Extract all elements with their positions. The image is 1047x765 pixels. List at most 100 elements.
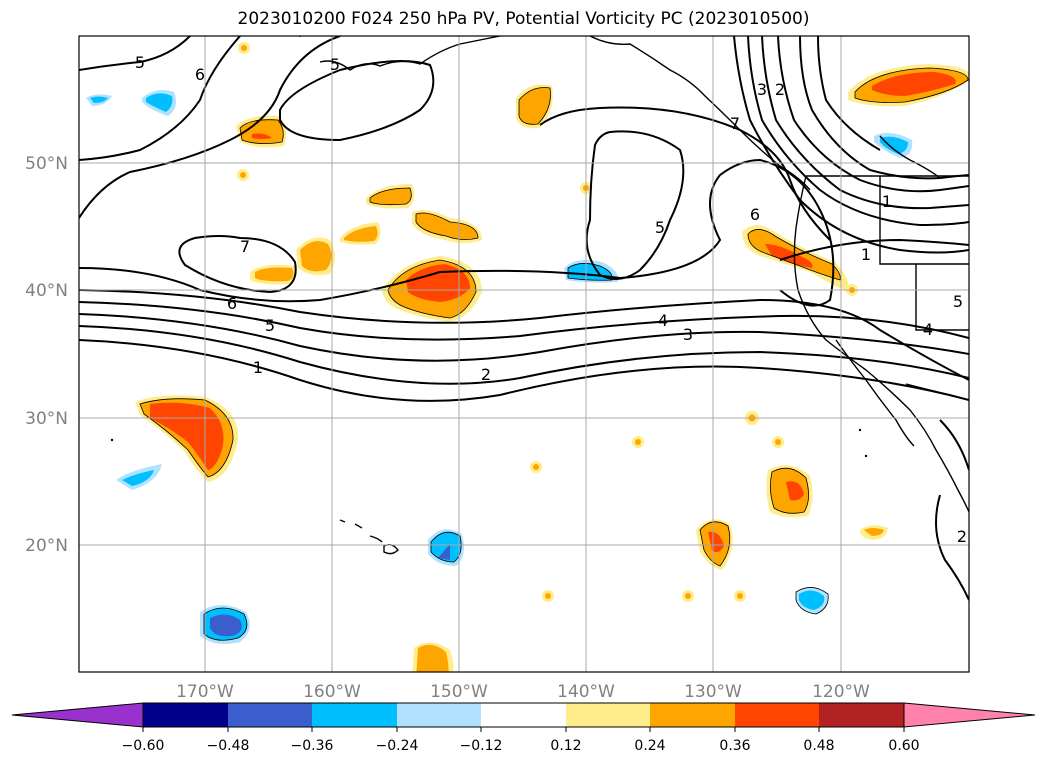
positive-anomaly-blob: [150, 402, 224, 470]
lat-label: 20°N: [25, 536, 68, 556]
colorbar-bin: [481, 703, 566, 727]
colorbar-extend-right: [903, 702, 1036, 728]
colorbar-tick-label: −0.48: [207, 738, 250, 754]
contour-label: 5: [265, 316, 275, 335]
contour-line: [779, 238, 969, 261]
colorbar-bin: [819, 703, 904, 727]
colorbar-bin: [143, 703, 228, 727]
positive-anomaly-blob: [872, 72, 956, 96]
longitude-labels: 170°W 160°W 150°W 140°W 130°W 120°W: [176, 682, 870, 702]
contour-label: 6: [750, 205, 760, 224]
positive-anomaly-blob: [370, 188, 412, 205]
contour-label: 4: [923, 320, 933, 339]
contour-label: 6: [195, 65, 205, 84]
colorbar-tick-label: −0.24: [376, 738, 419, 754]
colorbar-tick-label: −0.12: [460, 738, 503, 754]
contour-line: [935, 494, 969, 601]
contour-line: [817, 36, 881, 151]
contour-label: 6: [227, 294, 237, 313]
pv-contours: [79, 36, 969, 601]
contour-label: 5: [135, 53, 145, 72]
contour-label: 3: [757, 80, 767, 99]
contour-line: [79, 36, 191, 71]
contour-line: [79, 36, 241, 161]
contour-label: 7: [240, 237, 250, 256]
positive-anomaly-blob: [708, 531, 724, 553]
contour-label: 1: [882, 192, 892, 211]
colorbar-bin: [228, 703, 312, 727]
contour-line: [799, 36, 969, 180]
contour-line: [539, 106, 831, 241]
positive-anomaly-blob: [300, 241, 332, 272]
map-title: 2023010200 F024 250 hPa PV, Potential Vo…: [237, 9, 810, 29]
colorbar-tick-label: 0.24: [634, 738, 665, 754]
contour-label: 2: [957, 527, 967, 546]
contour-label: 3: [683, 325, 693, 344]
positive-anomaly-blob: [519, 87, 551, 125]
colorbar: −0.60 −0.48 −0.36 −0.24 −0.12 0.12 0.24 …: [11, 702, 1036, 754]
map-frame: [78, 35, 970, 673]
pv-anomaly-shading: [86, 42, 969, 672]
contour-line: [747, 36, 969, 227]
colorbar-extend-left: [11, 702, 144, 728]
contour-line: [79, 339, 969, 402]
contour-line: [939, 419, 969, 471]
lon-label: 140°W: [557, 682, 615, 702]
lon-label: 130°W: [684, 682, 742, 702]
contour-line: [279, 60, 435, 142]
colorbar-tick-label: 0.12: [550, 738, 581, 754]
positive-anomaly-blob: [252, 133, 272, 139]
colorbar-tick-label: 0.60: [888, 738, 919, 754]
positive-anomaly-blob: [786, 481, 804, 501]
positive-anomaly-blob: [406, 264, 470, 302]
latitude-labels: 50°N 40°N 30°N 20°N: [25, 154, 68, 556]
negative-anomaly-blob: [431, 532, 462, 562]
lon-label: 170°W: [176, 682, 234, 702]
contour-line: [79, 289, 969, 381]
colorbar-tick-label: 0.48: [803, 738, 834, 754]
contour-label: 7: [730, 114, 740, 133]
colorbar-bin: [650, 703, 735, 727]
contour-label: 2: [481, 365, 491, 384]
contour-label: 5: [655, 218, 665, 237]
contour-line: [79, 313, 969, 362]
contour-line: [777, 36, 969, 193]
lon-label: 150°W: [430, 682, 488, 702]
colorbar-bin: [566, 703, 650, 727]
colorbar-bin: [312, 703, 397, 727]
positive-anomaly-blob: [240, 119, 284, 144]
colorbar-tick-label: 0.36: [719, 738, 750, 754]
contour-line: [79, 158, 835, 307]
colorbar-tick-label: −0.60: [122, 738, 165, 754]
graticule: [79, 36, 969, 672]
contour-line: [585, 130, 685, 280]
hawaii-islands: [383, 543, 399, 555]
colorbar-bin: [397, 703, 481, 727]
contour-labels: 5 6 7 5 6 5 1 3 2 6 1 4 3 2 7 1 5 4 5 2: [135, 53, 967, 546]
lon-label: 120°W: [812, 682, 870, 702]
coastlines: [319, 36, 969, 555]
north-america-west-coast: [793, 175, 969, 513]
alaska-coast: [319, 36, 501, 71]
contour-line: [79, 325, 969, 385]
positive-anomaly-blob: [416, 644, 449, 672]
contour-label: 1: [861, 245, 871, 264]
positive-anomaly-blob: [344, 226, 378, 242]
colorbar-tick-label: −0.36: [291, 738, 334, 754]
contour-line: [178, 235, 297, 294]
positive-anomaly-blob: [255, 267, 294, 282]
contour-label: 5: [953, 292, 963, 311]
contour-label: 5: [330, 55, 340, 74]
positive-anomaly-blob: [765, 244, 813, 268]
contour-line: [79, 301, 969, 341]
lon-label: 160°W: [303, 682, 361, 702]
baja-peninsula: [835, 339, 915, 447]
contour-line: [79, 36, 341, 219]
contour-label: 1: [253, 358, 263, 377]
contour-label: 2: [775, 80, 785, 99]
contour-label: 4: [658, 311, 668, 330]
positive-anomaly-blob: [416, 213, 478, 240]
lat-label: 30°N: [25, 409, 68, 429]
contour-line: [761, 36, 969, 210]
